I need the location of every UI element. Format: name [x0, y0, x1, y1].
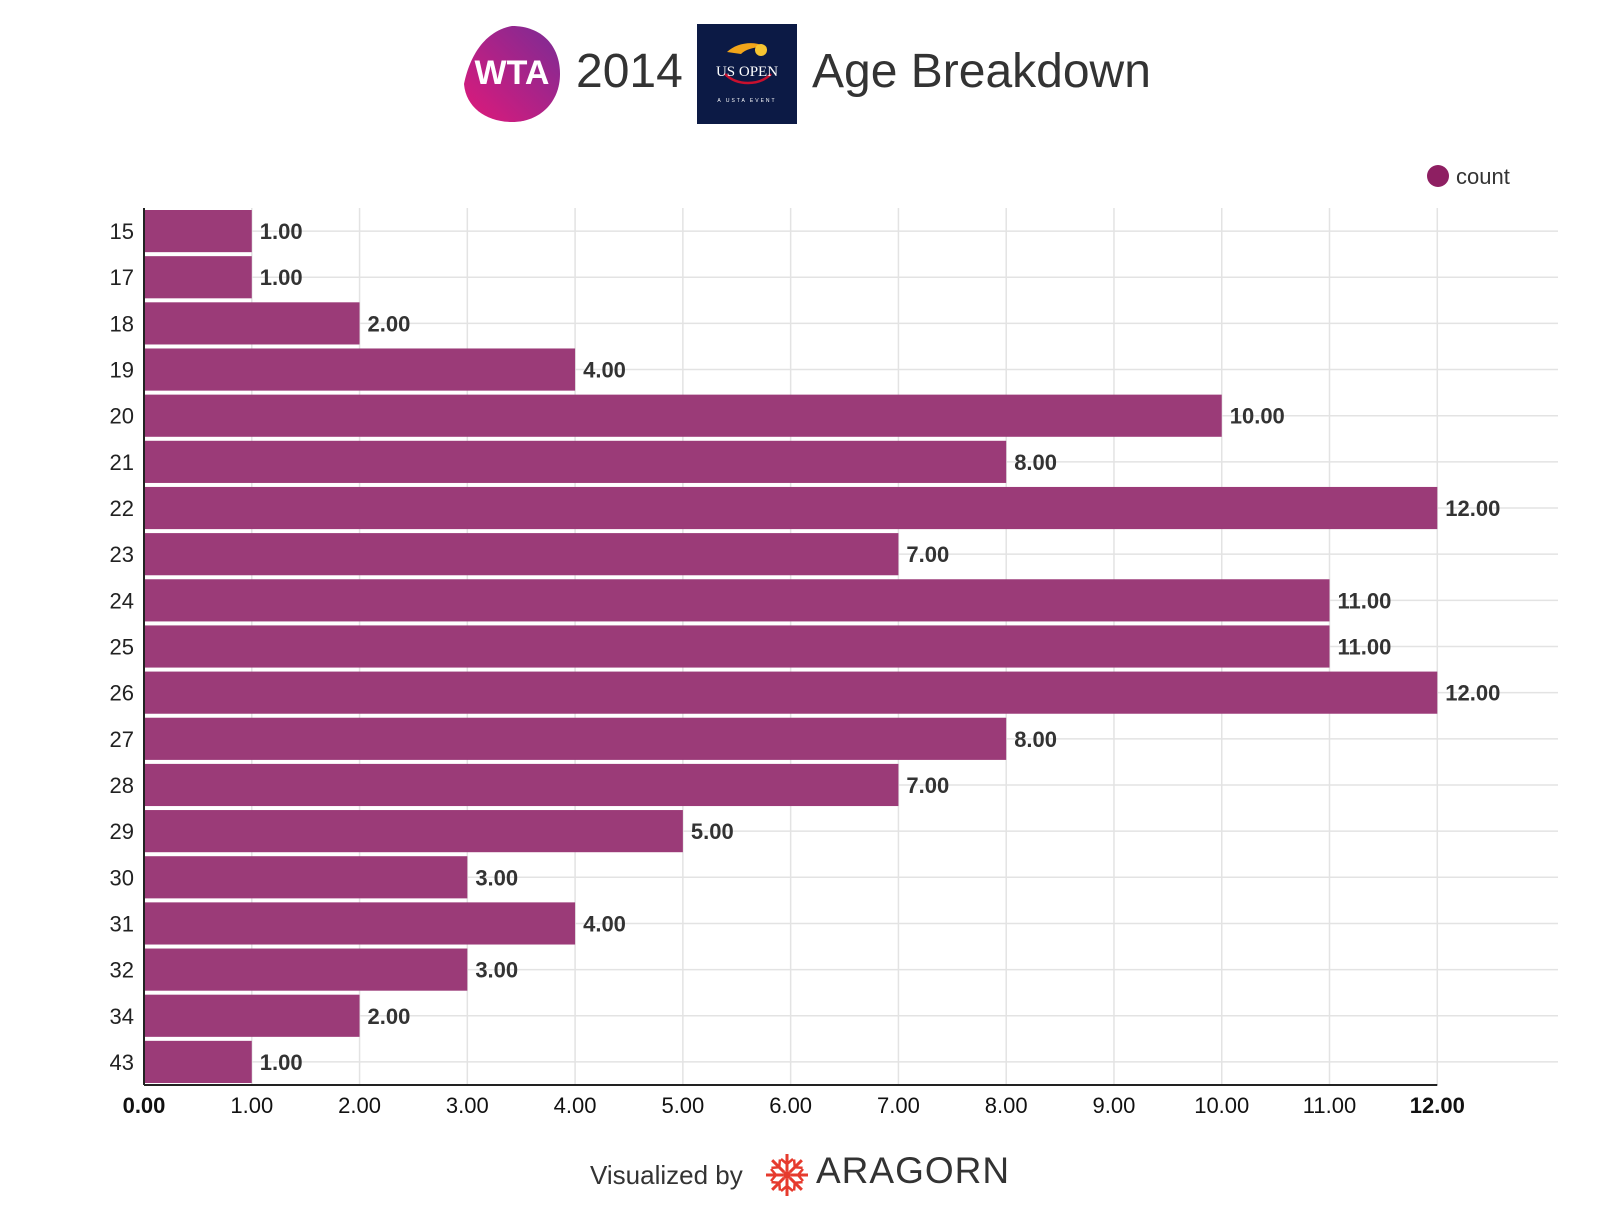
bar-age-32 — [144, 948, 468, 991]
bar-age-30 — [144, 856, 468, 899]
category-label: 19 — [110, 358, 134, 383]
usopen-logo-subtext: A USTA EVENT — [717, 98, 776, 104]
category-label: 25 — [110, 635, 134, 660]
bar-value-label: 12.00 — [1445, 681, 1500, 706]
bar-age-29 — [144, 810, 683, 853]
category-label: 26 — [110, 681, 134, 706]
x-tick-label: 5.00 — [661, 1093, 704, 1118]
x-tick-label: 9.00 — [1093, 1093, 1136, 1118]
category-label: 30 — [110, 865, 134, 890]
chart-title: Age Breakdown — [812, 45, 1151, 98]
bar-value-label: 4.00 — [583, 358, 626, 383]
category-label: 20 — [110, 404, 134, 429]
category-label: 24 — [110, 588, 134, 613]
bar-age-25 — [144, 625, 1330, 668]
category-label: 21 — [110, 450, 134, 475]
x-tick-label: 2.00 — [338, 1093, 381, 1118]
bar-value-label: 8.00 — [1014, 450, 1057, 475]
bar-age-23 — [144, 533, 899, 576]
usopen-logo-text: US OPEN — [716, 64, 778, 80]
legend: count — [1427, 164, 1510, 189]
data-labels: 1.00 1.00 2.00 4.00 10.00 8.00 12.00 7.00 11.00 1… — [260, 219, 1501, 1075]
category-label: 22 — [110, 496, 134, 521]
category-label: 15 — [110, 219, 134, 244]
category-label: 34 — [110, 1004, 134, 1029]
bar-age-26 — [144, 671, 1438, 714]
bar-value-label: 3.00 — [475, 865, 518, 890]
bar-value-label: 4.00 — [583, 911, 626, 936]
bar-value-label: 2.00 — [368, 311, 411, 336]
aragorn-brand: ARAGORN — [816, 1150, 1011, 1191]
x-tick-label: 10.00 — [1194, 1093, 1249, 1118]
category-label: 23 — [110, 542, 134, 567]
axes: 15 17 18 19 20 21 22 23 24 25 26 27 28 29 30 31 32 34 43 0.… — [110, 208, 1465, 1118]
aragorn-snowflake-icon — [766, 1154, 808, 1196]
bar-value-label: 12.00 — [1445, 496, 1500, 521]
visualized-by-label: Visualized by — [590, 1160, 743, 1190]
category-label: 32 — [110, 958, 134, 983]
bar-value-label: 8.00 — [1014, 727, 1057, 752]
category-label: 27 — [110, 727, 134, 752]
x-tick-label: 1.00 — [230, 1093, 273, 1118]
bar-value-label: 3.00 — [475, 958, 518, 983]
bar-age-17 — [144, 256, 252, 299]
category-label: 43 — [110, 1050, 134, 1075]
chart-year: 2014 — [576, 45, 683, 98]
category-label: 28 — [110, 773, 134, 798]
bar-value-label: 5.00 — [691, 819, 734, 844]
bar-age-18 — [144, 302, 360, 345]
x-tick-label: 3.00 — [446, 1093, 489, 1118]
bar-value-label: 1.00 — [260, 265, 303, 290]
bar-age-19 — [144, 348, 576, 391]
bar-age-20 — [144, 394, 1222, 437]
category-label: 17 — [110, 265, 134, 290]
bar-age-15 — [144, 210, 252, 253]
bar-age-24 — [144, 579, 1330, 622]
bar-age-28 — [144, 763, 899, 807]
x-tick-label: 8.00 — [985, 1093, 1028, 1118]
wta-logo-text: WTA — [475, 54, 550, 92]
bar-value-label: 10.00 — [1230, 404, 1285, 429]
footer: Visualized by ARAGORN — [0, 1140, 1618, 1200]
category-label: 29 — [110, 819, 134, 844]
chart-header: WTA 2014 US OPEN A USTA EVENT Age Breakd… — [0, 20, 1618, 130]
bar-age-31 — [144, 902, 576, 945]
bar-value-label: 2.00 — [368, 1004, 411, 1029]
bars — [144, 210, 1438, 1083]
bar-age-21 — [144, 440, 1007, 483]
wta-logo: WTA — [464, 26, 560, 122]
bar-value-label: 11.00 — [1338, 588, 1392, 613]
bar-age-27 — [144, 717, 1007, 760]
bar-value-label: 1.00 — [260, 1050, 303, 1075]
bar-value-label: 7.00 — [906, 542, 949, 567]
bar-value-label: 1.00 — [260, 219, 303, 244]
x-tick-label: 6.00 — [769, 1093, 812, 1118]
legend-dot-count — [1427, 165, 1449, 187]
x-tick-label: 11.00 — [1303, 1093, 1356, 1118]
category-label: 18 — [110, 311, 134, 336]
legend-label-count: count — [1456, 164, 1510, 189]
bar-age-34 — [144, 994, 360, 1037]
x-tick-label: 0.00 — [123, 1093, 166, 1118]
bar-value-label: 7.00 — [906, 773, 949, 798]
bar-value-label: 11.00 — [1338, 635, 1392, 660]
category-label: 31 — [110, 911, 134, 936]
bar-age-43 — [144, 1040, 252, 1083]
x-tick-label: 12.00 — [1410, 1093, 1465, 1118]
usopen-logo: US OPEN A USTA EVENT — [697, 24, 797, 124]
bar-age-22 — [144, 486, 1438, 530]
x-tick-label: 4.00 — [554, 1093, 597, 1118]
x-tick-label: 7.00 — [877, 1093, 920, 1118]
